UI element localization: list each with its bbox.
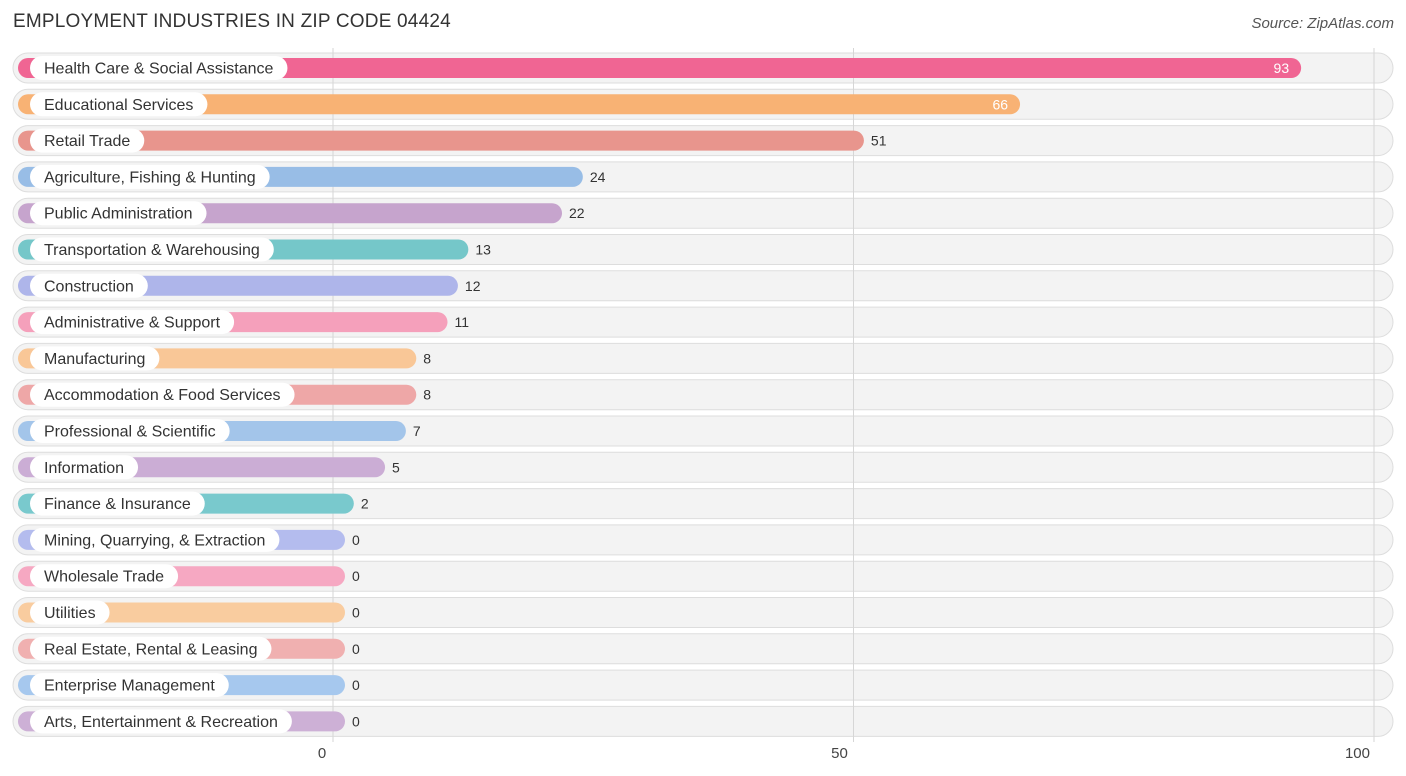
category-label-text: Professional & Scientific	[44, 424, 216, 441]
category-label: Educational Services	[30, 92, 208, 117]
value-label: 0	[352, 568, 360, 584]
row-track	[12, 597, 1394, 628]
category-label-text: Enterprise Management	[44, 678, 215, 695]
value-label: 0	[352, 713, 360, 729]
bar[interactable]	[18, 58, 1302, 78]
category-label-text: Agriculture, Fishing & Hunting	[44, 169, 256, 186]
value-label: 0	[352, 532, 360, 548]
category-label-pill	[30, 527, 280, 552]
category-label: Accommodation & Food Services	[30, 382, 295, 407]
chart-title: EMPLOYMENT INDUSTRIES IN ZIP CODE 04424	[13, 11, 451, 32]
category-label-text: Information	[44, 460, 124, 477]
category-label-pill	[30, 201, 207, 226]
category-label: Professional & Scientific	[30, 419, 230, 443]
category-label-pill	[30, 491, 205, 516]
category-label-pill	[30, 673, 229, 698]
category-label-pill	[30, 564, 179, 589]
category-label-text: Real Estate, Rental & Leasing	[44, 641, 257, 658]
row-track	[12, 705, 1394, 737]
category-label-text: Manufacturing	[44, 351, 145, 368]
value-label: 5	[392, 459, 400, 475]
category-label-text: Educational Services	[44, 97, 193, 114]
category-label-text: Health Care & Social Assistance	[44, 61, 274, 78]
value-label: 0	[352, 605, 360, 621]
category-label-text: Administrative & Support	[44, 315, 221, 332]
category-label-pill	[30, 273, 148, 298]
category-label-text: Wholesale Trade	[44, 569, 164, 586]
category-label-text: Mining, Quarrying, & Extraction	[44, 532, 265, 549]
category-label-pill	[30, 128, 145, 153]
category-label: Retail Trade	[30, 128, 145, 153]
category-label-pill	[30, 56, 288, 80]
value-label: 2	[361, 496, 369, 512]
category-label: Construction	[30, 273, 148, 298]
value-label: 24	[590, 169, 606, 185]
category-label: Manufacturing	[30, 346, 160, 371]
category-label: Mining, Quarrying, & Extraction	[30, 527, 280, 552]
category-label-text: Finance & Insurance	[44, 496, 191, 513]
category-label: Transportation & Warehousing	[30, 237, 274, 262]
category-label-text: Retail Trade	[44, 133, 130, 150]
x-tick-label: 0	[318, 745, 326, 762]
x-tick-label: 50	[831, 745, 848, 762]
category-label: Administrative & Support	[30, 310, 235, 335]
category-label-pill	[30, 419, 230, 443]
category-label: Utilities	[30, 600, 110, 625]
row-track	[12, 669, 1394, 701]
row-track	[12, 524, 1394, 556]
value-label: 8	[423, 387, 431, 403]
row-track	[12, 560, 1394, 592]
value-label: 51	[871, 133, 887, 149]
category-label: Health Care & Social Assistance	[30, 56, 288, 80]
category-label-pill	[30, 709, 292, 734]
category-label-text: Utilities	[44, 605, 96, 622]
category-label-text: Public Administration	[44, 206, 193, 223]
category-label: Real Estate, Rental & Leasing	[30, 636, 272, 661]
x-tick-label: 100	[1345, 745, 1370, 762]
value-label: 7	[413, 423, 421, 439]
category-label-pill	[30, 382, 295, 407]
row-track	[12, 633, 1394, 665]
value-label: 66	[992, 96, 1008, 112]
category-label: Wholesale Trade	[30, 564, 179, 589]
value-label: 11	[455, 314, 470, 330]
value-label: 13	[475, 242, 491, 258]
value-label: 8	[423, 350, 431, 366]
value-label: 0	[352, 641, 360, 657]
category-label: Information	[30, 455, 139, 480]
category-label-pill	[30, 455, 139, 480]
value-label: 22	[569, 205, 585, 221]
value-label: 93	[1274, 60, 1290, 76]
category-label-text: Arts, Entertainment & Recreation	[44, 714, 278, 731]
value-label: 0	[352, 677, 360, 693]
category-label-text: Accommodation & Food Services	[44, 387, 281, 404]
value-label: 12	[465, 278, 481, 294]
category-label: Public Administration	[30, 201, 207, 226]
category-label-pill	[30, 346, 160, 371]
bar[interactable]	[18, 94, 1021, 115]
category-label-text: Construction	[44, 278, 134, 295]
category-label-pill	[30, 237, 274, 262]
category-label-pill	[30, 92, 208, 117]
category-label-text: Transportation & Warehousing	[44, 242, 260, 259]
category-label-pill	[30, 600, 110, 625]
category-label-pill	[30, 164, 270, 189]
category-label: Arts, Entertainment & Recreation	[30, 709, 292, 734]
category-label-pill	[30, 310, 235, 335]
bar[interactable]	[18, 130, 864, 151]
chart-source: Source: ZipAtlas.com	[1251, 15, 1394, 32]
category-label: Agriculture, Fishing & Hunting	[30, 164, 270, 189]
category-label-pill	[30, 636, 272, 661]
category-label: Finance & Insurance	[30, 491, 205, 516]
row-track	[12, 488, 1394, 520]
category-label: Enterprise Management	[30, 673, 229, 698]
